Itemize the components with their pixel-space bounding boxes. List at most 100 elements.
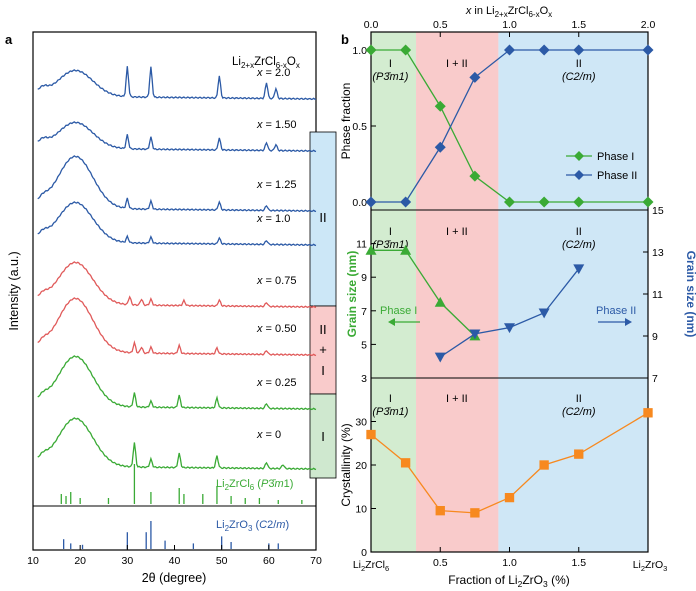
region-label-i: I (389, 393, 392, 405)
xrd-trace (37, 355, 317, 411)
region-labels: I(P3̄m1)I + II II(C2/m)I(P3̄m1)I + II II(C… (372, 58, 596, 418)
phase-band-ii-i-label-part: + (319, 342, 327, 357)
phase-band-ii-i-label: II + I (319, 322, 327, 378)
y-tick-label: 9 (652, 331, 658, 343)
region-mixed (416, 32, 499, 552)
phase-regions (371, 32, 648, 552)
region-label-ii-sub: (C2/m) (562, 406, 596, 418)
series-line (371, 49, 648, 203)
region-label-i-sub: (P3̄m1) (372, 71, 408, 83)
grain-size-left-ylabel: Grain size (nm) (345, 251, 359, 338)
bottom-end-label-left: Li2ZrCl6 (353, 559, 389, 573)
top-tick-label: 0.0 (364, 19, 379, 31)
panel-b: b x in Li2+xZrCl6-xOx 0.0 0.5 1.0 1.5 2.0 0.… (339, 5, 696, 589)
region-label-mixed: I + II (446, 226, 468, 238)
phase-band-i-label: I (321, 429, 325, 444)
y-tick-label: 11 (356, 239, 367, 251)
y-tick-label: 7 (652, 373, 658, 385)
y-tick-label: 11 (652, 289, 663, 301)
legend-marker-phase-ii (574, 170, 584, 180)
legend-label-phase-i: Phase I (597, 151, 634, 163)
x-tick-label: 50 (216, 555, 228, 567)
reference-label-li2zro3: Li2ZrO3 (C2/m) (216, 519, 289, 533)
y-tick-label: 0 (361, 547, 367, 559)
xrd-traces (37, 66, 317, 471)
xrd-series-label: x = 1.50 (256, 119, 296, 131)
bottom-tick-label: 0.5 (433, 557, 448, 569)
data-point (504, 196, 515, 208)
y-tick-label: 13 (652, 247, 664, 259)
region-label-i-sub: (P3̄m1) (372, 406, 408, 418)
panel-b-xlabel: Fraction of Li2ZrO3 (%) (448, 573, 570, 589)
x-tick-label: 10 (27, 555, 39, 567)
x-tick-label: 20 (74, 555, 86, 567)
data-point (573, 264, 585, 275)
reference-label-li2zrcl6: Li2ZrCl6 (P3̄m1) (216, 478, 293, 492)
region-label-mixed: I + II (446, 58, 468, 70)
region-label-ii: II (576, 393, 582, 405)
data-point (400, 196, 412, 208)
y-tick-label: 0.5 (352, 121, 367, 133)
y-tick-label: 30 (355, 417, 367, 429)
arrow-label-phase-i: Phase I (380, 305, 417, 317)
series-line (371, 49, 648, 203)
y-tick-label: 9 (361, 272, 367, 284)
top-axis-ticks: 0.0 0.5 1.0 1.5 2.0 (364, 19, 656, 37)
y-tick-label: 3 (361, 373, 367, 385)
panel-b-y-ticks: 0.0 0.5 1.0 3 5 7 9 11 7 9 11 13 15 0 10 20 30 (352, 45, 663, 559)
phase-band-ii-i (309, 305, 337, 395)
region-label-ii-sub: (C2/m) (562, 71, 596, 83)
xrd-trace (37, 66, 317, 101)
data-point (504, 323, 515, 334)
xrd-series-label: x = 0.25 (256, 377, 296, 389)
region-label-i-sub: (P3̄m1) (372, 239, 408, 251)
region-phase-ii (498, 32, 648, 552)
data-point (400, 458, 411, 468)
data-point (539, 460, 549, 470)
phase-band-ii-label: II (319, 210, 326, 225)
data-point (365, 244, 377, 255)
data-point (642, 196, 654, 208)
crystallinity-ylabel: Crystallinity (%) (339, 423, 353, 506)
data-point (573, 196, 585, 208)
data-point (434, 141, 446, 153)
y-tick-label: 1.0 (352, 45, 367, 57)
data-point (538, 196, 550, 208)
x-tick-label: 60 (263, 555, 275, 567)
phase-fraction-legend: Phase I Phase II (566, 151, 637, 182)
arrow-label-phase-ii: Phase II (596, 305, 636, 317)
data-point (470, 508, 480, 518)
region-label-ii: II (576, 58, 582, 70)
grain-size-arrows: Phase I Phase II (380, 305, 636, 326)
region-label-mixed: I + II (446, 393, 468, 405)
data-point (435, 506, 445, 516)
y-tick-label: 5 (361, 339, 367, 351)
data-point (504, 44, 515, 56)
y-tick-label: 20 (355, 460, 367, 472)
top-tick-label: 2.0 (641, 19, 656, 31)
data-point (366, 429, 376, 440)
panel-b-plots (365, 44, 654, 518)
data-point (538, 44, 550, 56)
arrow-right-icon (625, 318, 632, 326)
data-point (400, 244, 412, 255)
data-point (434, 296, 446, 307)
panel-a: a II II + I I Li2+xZrCl6-xOx x = 2.0x = … (5, 31, 337, 585)
bottom-tick-label: 1.5 (571, 557, 586, 569)
series-line (371, 249, 476, 337)
phase-band-ii-i-label-part: II (319, 322, 326, 337)
panel-a-frame (32, 31, 317, 551)
legend-label-phase-ii: Phase II (597, 170, 637, 182)
data-point (365, 196, 377, 208)
data-point (642, 44, 654, 56)
data-point (469, 329, 481, 340)
phase-band-ii-i-label-part: I (321, 363, 325, 378)
top-tick-label: 1.0 (502, 19, 517, 31)
xrd-series-label: x = 1.0 (256, 213, 290, 225)
data-point (365, 44, 377, 56)
panel-a-ylabel: Intensity (a.u.) (7, 251, 21, 330)
region-label-ii: II (576, 226, 582, 238)
xrd-series-label: x = 0.75 (256, 275, 296, 287)
y-tick-label: 0.0 (352, 197, 367, 209)
